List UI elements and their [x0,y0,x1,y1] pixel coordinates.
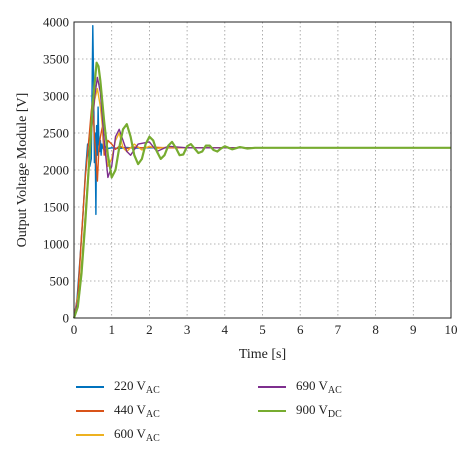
y-tick-label: 3000 [43,89,69,104]
y-tick-label: 3500 [43,52,69,67]
y-tick-label: 2500 [43,126,69,141]
tick-labels: 0 1 2 3 4 5 6 7 8 9 10 0 500 1000 1500 2000 2500 3000 3500… [43,15,458,338]
x-tick-label: 2 [146,322,153,337]
x-tick-label: 10 [445,322,458,337]
grid [74,22,451,318]
y-tick-label: 1500 [43,200,69,215]
x-tick-label: 3 [184,322,191,337]
series-line-4 [73,76,451,319]
series-lines [72,25,451,319]
x-tick-label: 0 [71,322,78,337]
plot-frame [73,21,452,319]
x-tick-label: 1 [108,322,115,337]
x-tick-label: 5 [259,322,266,337]
y-tick-label: 2000 [43,163,69,178]
y-tick-label: 0 [63,311,70,326]
series-line-5 [72,61,451,319]
x-tick-label: 7 [335,322,342,337]
y-tick-label: 500 [50,274,70,289]
x-tick-label: 6 [297,322,304,337]
series-line-2 [73,98,451,319]
x-tick-label: 9 [410,322,417,337]
x-axis-label: Time [s] [239,347,286,362]
x-tick-label: 8 [372,322,379,337]
y-axis-label: Output Voltage Module [V] [15,93,30,248]
y-tick-label: 1000 [43,237,69,252]
x-tick-label: 4 [222,322,229,337]
y-tick-label: 4000 [43,15,69,30]
